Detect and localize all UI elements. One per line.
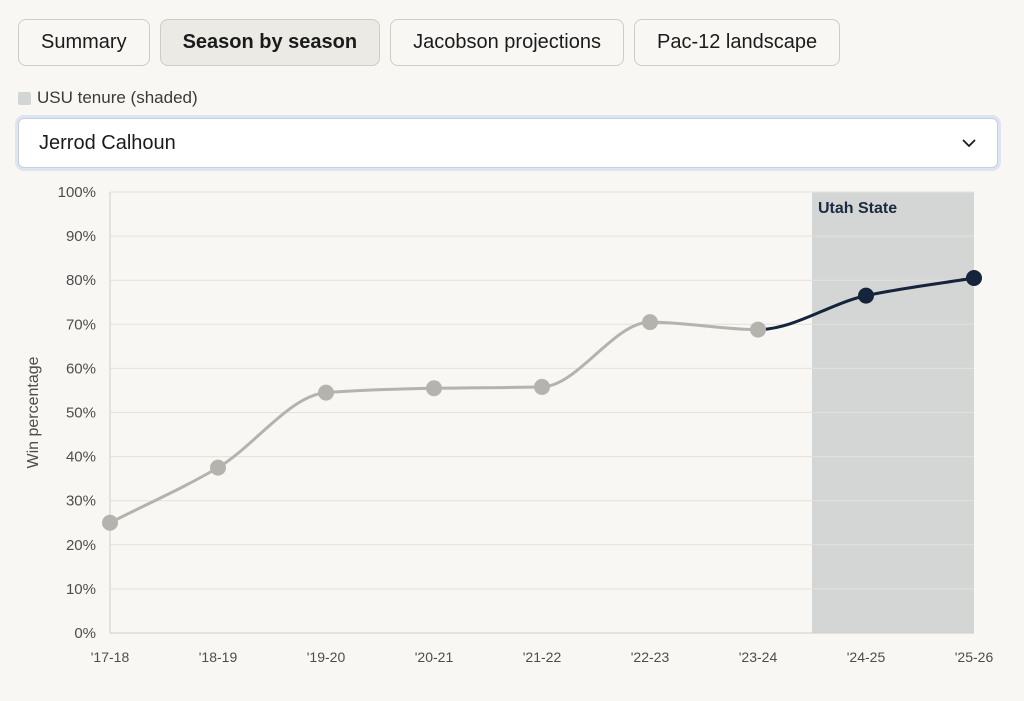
tab-bar: Summary Season by season Jacobson projec… bbox=[18, 19, 841, 66]
data-point bbox=[750, 321, 766, 338]
x-tick-label: '23-24 bbox=[739, 649, 778, 665]
x-tick-label: '19-20 bbox=[307, 649, 346, 665]
y-tick-label: 20% bbox=[66, 537, 96, 554]
x-tick-label: '22-23 bbox=[631, 649, 670, 665]
y-tick-label: 10% bbox=[66, 581, 96, 598]
legend-swatch bbox=[18, 91, 31, 105]
data-point bbox=[858, 287, 874, 304]
tenure-legend: USU tenure (shaded) bbox=[18, 88, 198, 108]
y-tick-label: 100% bbox=[58, 184, 96, 201]
data-point bbox=[210, 459, 226, 476]
tab-season-by-season[interactable]: Season by season bbox=[159, 19, 381, 66]
legend-label: USU tenure (shaded) bbox=[37, 88, 198, 107]
data-point bbox=[426, 380, 442, 397]
tab-jacobson-projections[interactable]: Jacobson projections bbox=[390, 19, 624, 66]
x-tick-label: '18-19 bbox=[199, 649, 238, 665]
x-tick-label: '17-18 bbox=[91, 649, 130, 665]
tab-pac-12-landscape[interactable]: Pac-12 landscape bbox=[634, 19, 841, 66]
y-tick-label: 90% bbox=[66, 228, 96, 245]
data-point bbox=[534, 378, 550, 395]
x-tick-label: '20-21 bbox=[415, 649, 454, 665]
data-point bbox=[102, 514, 118, 531]
data-point bbox=[318, 384, 334, 401]
tab-summary[interactable]: Summary bbox=[18, 19, 150, 66]
y-tick-label: 30% bbox=[66, 493, 96, 510]
data-point bbox=[966, 269, 982, 286]
x-tick-label: '24-25 bbox=[847, 649, 886, 665]
y-tick-label: 60% bbox=[66, 360, 96, 377]
y-tick-label: 0% bbox=[74, 625, 96, 642]
data-point bbox=[642, 314, 658, 331]
coach-select-value: Jerrod Calhoun bbox=[39, 131, 176, 154]
y-tick-label: 50% bbox=[66, 405, 96, 422]
win-percentage-chart: 0% 10% 20% 30% 40% 50% 60% 70% 80% 90% 100% '17-18 '… bbox=[25, 184, 994, 665]
y-tick-label: 40% bbox=[66, 449, 96, 466]
coach-select[interactable]: Jerrod Calhoun bbox=[18, 118, 998, 168]
y-tick-label: 80% bbox=[66, 272, 96, 289]
band-label: Utah State bbox=[818, 200, 897, 217]
y-axis-title: Win percentage bbox=[25, 356, 42, 468]
series-line-pre-tenure bbox=[109, 320, 759, 525]
y-tick-label: 70% bbox=[66, 316, 96, 333]
x-tick-label: '21-22 bbox=[523, 649, 562, 665]
x-tick-label: '25-26 bbox=[955, 649, 994, 665]
chevron-down-icon bbox=[961, 135, 977, 151]
